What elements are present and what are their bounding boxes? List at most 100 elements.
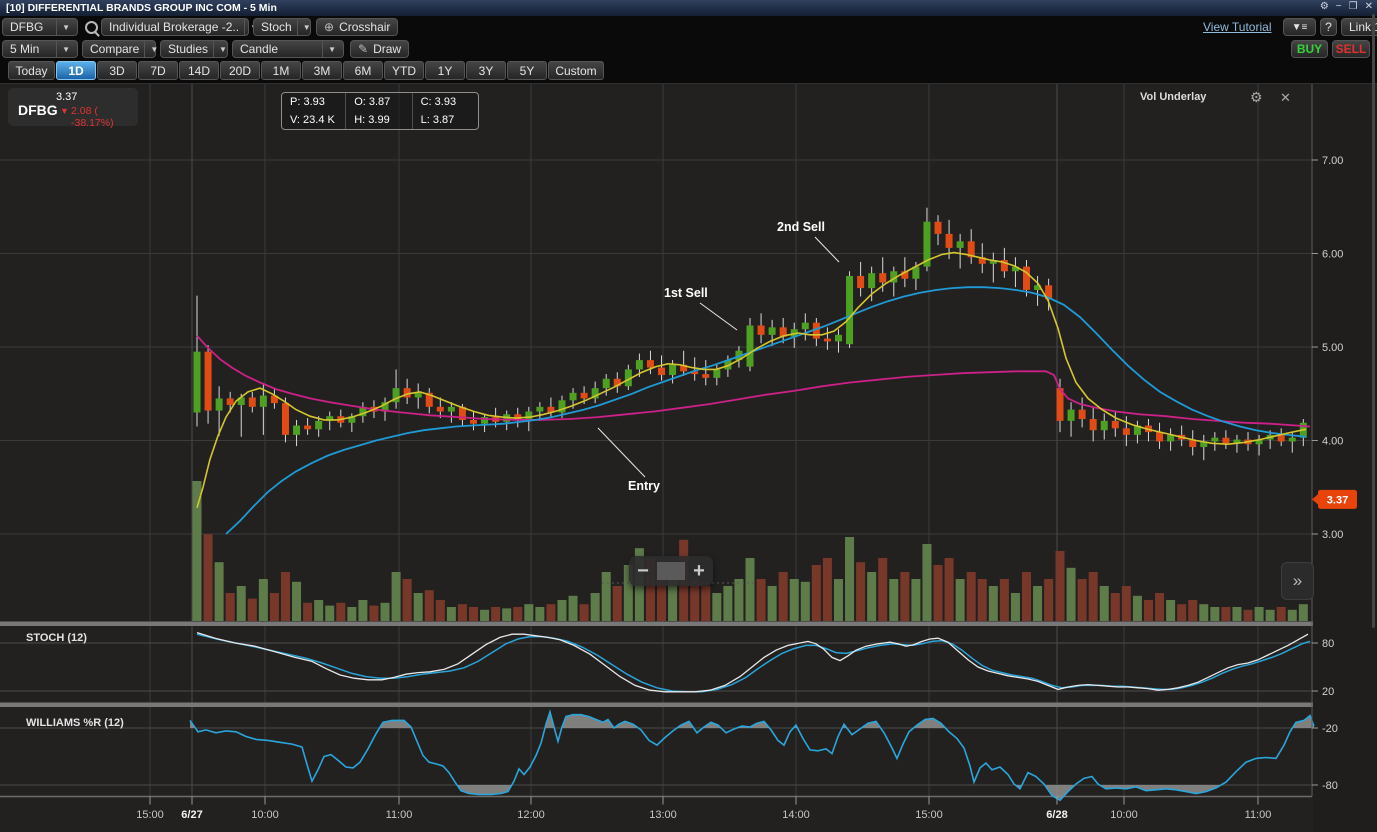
timeframe-tabs: Today 1D 3D 7D 14D 20D 1M 3M 6M YTD 1Y 3Y 5Y Custom <box>0 60 1377 84</box>
svg-text:12:00: 12:00 <box>517 809 545 821</box>
buy-button-label: BUY <box>1296 42 1323 56</box>
sell-button[interactable]: SELL <box>1332 40 1370 58</box>
tab-5y[interactable]: 5Y <box>507 61 547 80</box>
crosshair-icon: ⊕ <box>324 20 335 34</box>
ohlc-tooltip: P: 3.93 O: 3.87 C: 3.93 V: 23.4 K H: 3.9… <box>281 92 479 130</box>
stoch-d-line <box>196 633 1311 693</box>
link-1-button-label: Link 1 <box>1349 20 1377 34</box>
tab-3y[interactable]: 3Y <box>466 61 506 80</box>
down-arrow-icon: ▼ <box>60 106 69 116</box>
svg-text:7.00: 7.00 <box>1322 155 1343 167</box>
window-gear-icon[interactable]: ⚙ <box>1319 1 1329 12</box>
zoom-control-divider <box>657 562 685 580</box>
compare-combobox[interactable]: Compare ▼ <box>82 40 158 58</box>
zoom-in-button[interactable]: + <box>693 560 705 582</box>
symbol-combobox[interactable]: DFBG ▼ <box>2 18 78 36</box>
account-combobox[interactable]: Individual Brokerage -2.. ▼ <box>101 18 258 36</box>
quote-last-price: 3.37 <box>56 91 78 103</box>
tab-3d[interactable]: 3D <box>97 61 137 80</box>
ohlc-close: C: 3.93 <box>411 93 478 111</box>
chevron-down-icon: ▼ <box>56 19 70 35</box>
chevron-down-icon: ▼ <box>213 41 227 57</box>
price-axis-strip <box>1313 83 1377 832</box>
window-close-icon[interactable]: ✕ <box>1364 1 1373 12</box>
svg-text:3.00: 3.00 <box>1322 529 1343 541</box>
tab-ytd[interactable]: YTD <box>384 61 424 80</box>
ohlc-high: H: 3.99 <box>345 111 411 129</box>
link-1-button[interactable]: Link 1 <box>1341 18 1377 36</box>
menu-button[interactable]: ▼≡ <box>1283 18 1316 36</box>
tab-6m[interactable]: 6M <box>343 61 383 80</box>
moving-averages <box>196 251 1311 535</box>
tab-custom[interactable]: Custom <box>548 61 604 80</box>
svg-text:-80: -80 <box>1322 780 1338 792</box>
pencil-icon: ✎ <box>358 42 369 56</box>
search-icon[interactable] <box>85 21 98 34</box>
window-minimize-icon[interactable]: − <box>1335 1 1342 12</box>
interval-combobox[interactable]: 5 Min ▼ <box>2 40 78 58</box>
svg-text:3.37: 3.37 <box>1327 494 1348 506</box>
buy-button[interactable]: BUY <box>1291 40 1328 58</box>
toolbar-row-2: 5 Min ▼ Compare ▼ Studies ▼ Candle ▼ ✎ D… <box>0 38 1377 60</box>
tab-7d[interactable]: 7D <box>138 61 178 80</box>
vol-underlay-gear-icon[interactable]: ⚙ <box>1250 89 1263 105</box>
chevron-down-icon: ▼ <box>296 19 311 35</box>
panel-separators <box>0 621 1313 798</box>
chevron-down-icon: ▼ <box>322 41 336 57</box>
chevron-down-icon: ▼ <box>56 41 70 57</box>
svg-text:15:00: 15:00 <box>136 809 164 821</box>
ma-slow-magenta-line <box>196 335 1311 428</box>
svg-text:11:00: 11:00 <box>1245 809 1272 821</box>
svg-text:6/27: 6/27 <box>181 809 202 821</box>
stoch-k-line <box>196 631 1309 693</box>
symbol-combobox-value: DFBG <box>10 20 44 34</box>
candles <box>193 207 1307 461</box>
window-title: [10] DIFFERENTIAL BRANDS GROUP INC COM -… <box>6 2 277 14</box>
help-button[interactable]: ? <box>1320 18 1337 36</box>
ohlc-price: P: 3.93 <box>290 96 325 108</box>
tab-3m[interactable]: 3M <box>302 61 342 80</box>
sell-button-label: SELL <box>1335 42 1367 56</box>
crosshair-button[interactable]: ⊕ Crosshair <box>316 18 399 36</box>
chart-type-combobox[interactable]: Candle ▼ <box>232 40 344 58</box>
window-maximize-icon[interactable]: ❐ <box>1348 1 1358 12</box>
annotation-2nd-sell: 2nd Sell <box>777 220 825 234</box>
hamburger-menu-icon: ▼≡ <box>1291 21 1308 33</box>
svg-text:10:00: 10:00 <box>251 809 279 821</box>
vol-underlay-close-icon[interactable]: ✕ <box>1280 90 1291 105</box>
help-button-label: ? <box>1325 20 1332 34</box>
trade-annotations: 2nd Sell 1st Sell Entry <box>597 220 840 493</box>
expand-panel-button[interactable]: » <box>1281 562 1314 600</box>
williams-r-line <box>189 709 1315 802</box>
ohlc-low: L: 3.87 <box>411 111 478 129</box>
toolbar-row-1: DFBG ▼ Individual Brokerage -2.. ▼ Stoch… <box>0 16 1377 38</box>
svg-text:4.00: 4.00 <box>1322 436 1343 448</box>
view-tutorial-link[interactable]: View Tutorial <box>1203 20 1272 34</box>
tab-20d[interactable]: 20D <box>220 61 260 80</box>
stoch-plot <box>196 631 1311 693</box>
studies-combobox[interactable]: Studies ▼ <box>160 40 228 58</box>
quote-change: 2.08 ( -38.17%) <box>71 105 114 129</box>
study-combobox[interactable]: Stoch ▼ <box>253 18 311 36</box>
interval-combobox-value: 5 Min <box>10 42 40 56</box>
svg-text:11:00: 11:00 <box>386 809 413 821</box>
quote-box: 3.37 DFBG ▼ 2.08 ( -38.17%) <box>8 88 138 129</box>
quote-symbol: DFBG <box>18 102 58 118</box>
tab-1d[interactable]: 1D <box>56 61 96 80</box>
ohlc-open: O: 3.87 <box>345 93 411 111</box>
tab-1m[interactable]: 1M <box>261 61 301 80</box>
chart-zoom-control: − + <box>629 556 713 586</box>
tab-today[interactable]: Today <box>8 61 55 80</box>
draw-button[interactable]: ✎ Draw <box>350 40 410 58</box>
vertical-scrollbar[interactable] <box>1372 14 1375 628</box>
svg-text:80: 80 <box>1322 638 1334 650</box>
ohlc-volume: V: 23.4 K <box>290 114 335 126</box>
zoom-out-button[interactable]: − <box>637 560 649 582</box>
svg-text:15:00: 15:00 <box>915 809 943 821</box>
axes: 7.00 6.00 5.00 4.00 3.00 80 20 -20 -80 15:00 6/27 1… <box>136 84 1343 821</box>
tab-1y[interactable]: 1Y <box>425 61 465 80</box>
grid-lines <box>0 84 1312 797</box>
tab-14d[interactable]: 14D <box>179 61 219 80</box>
chart-type-combobox-value: Candle <box>240 42 279 56</box>
